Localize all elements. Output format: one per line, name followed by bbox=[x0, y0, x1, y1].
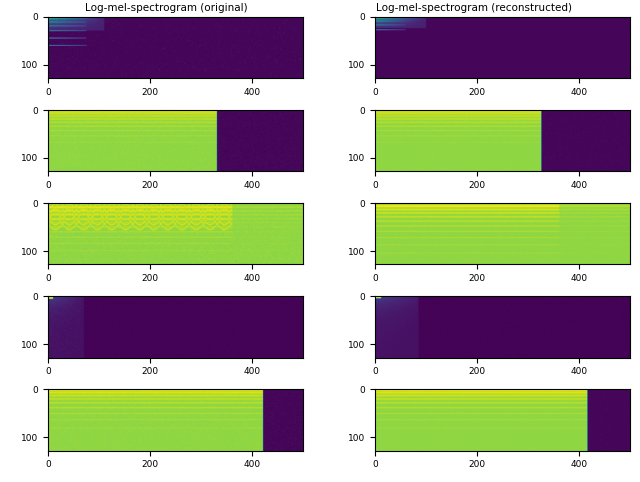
Text: Log-mel-spectrogram (reconstructed): Log-mel-spectrogram (reconstructed) bbox=[376, 3, 572, 13]
Text: Log-mel-spectrogram (original): Log-mel-spectrogram (original) bbox=[85, 3, 248, 13]
